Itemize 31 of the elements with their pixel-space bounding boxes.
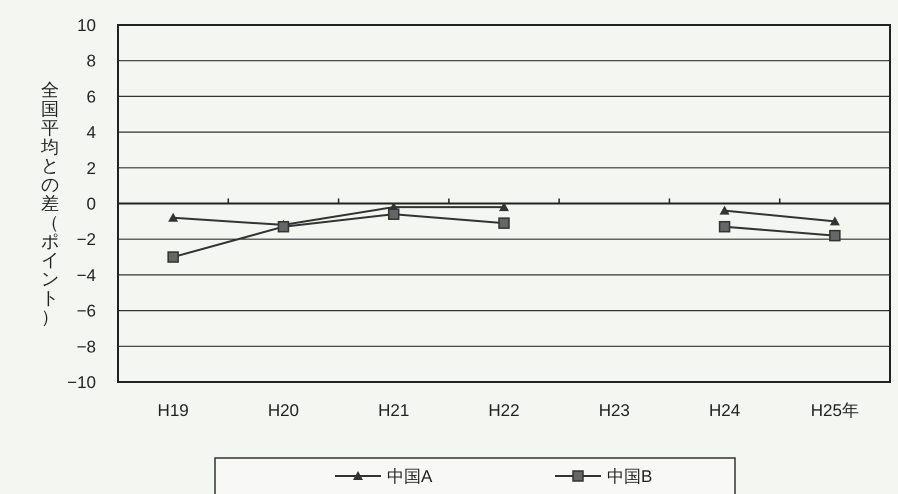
x-tick-label: H22 [488, 401, 520, 420]
legend-label: 中国B [607, 467, 652, 486]
x-tick-label: H20 [268, 401, 300, 420]
point [499, 202, 509, 212]
y-tick-label: −6 [76, 302, 96, 321]
y-tick-label: 4 [86, 123, 96, 142]
point [830, 216, 840, 226]
point [498, 217, 510, 229]
point [278, 220, 290, 232]
y-tick-label: −8 [76, 337, 96, 356]
x-tick-label: H24 [708, 401, 740, 420]
text: 全国平均との差（ポイント） [41, 80, 59, 327]
y-tick-label: −2 [76, 230, 96, 250]
y-tick-label: 0 [86, 194, 96, 214]
x-tick-label: H23 [598, 401, 630, 420]
y-tick-label: 6 [86, 87, 96, 106]
y-tick-label: 10 [77, 16, 96, 35]
x-tick-label: H21 [378, 401, 410, 420]
point [829, 230, 841, 242]
y-tick-label: 8 [86, 52, 96, 71]
y-tick-label: −4 [76, 266, 96, 285]
point [167, 251, 179, 263]
point [388, 208, 400, 220]
y-tick-label: 2 [86, 158, 96, 178]
legend-label: 中国A [387, 467, 433, 486]
y-tick-label: −10 [67, 373, 96, 392]
point [718, 220, 730, 232]
x-tick-label: H19 [158, 401, 189, 420]
point [720, 206, 730, 215]
x-tick-label: H25年 [810, 401, 859, 420]
point [168, 212, 178, 222]
